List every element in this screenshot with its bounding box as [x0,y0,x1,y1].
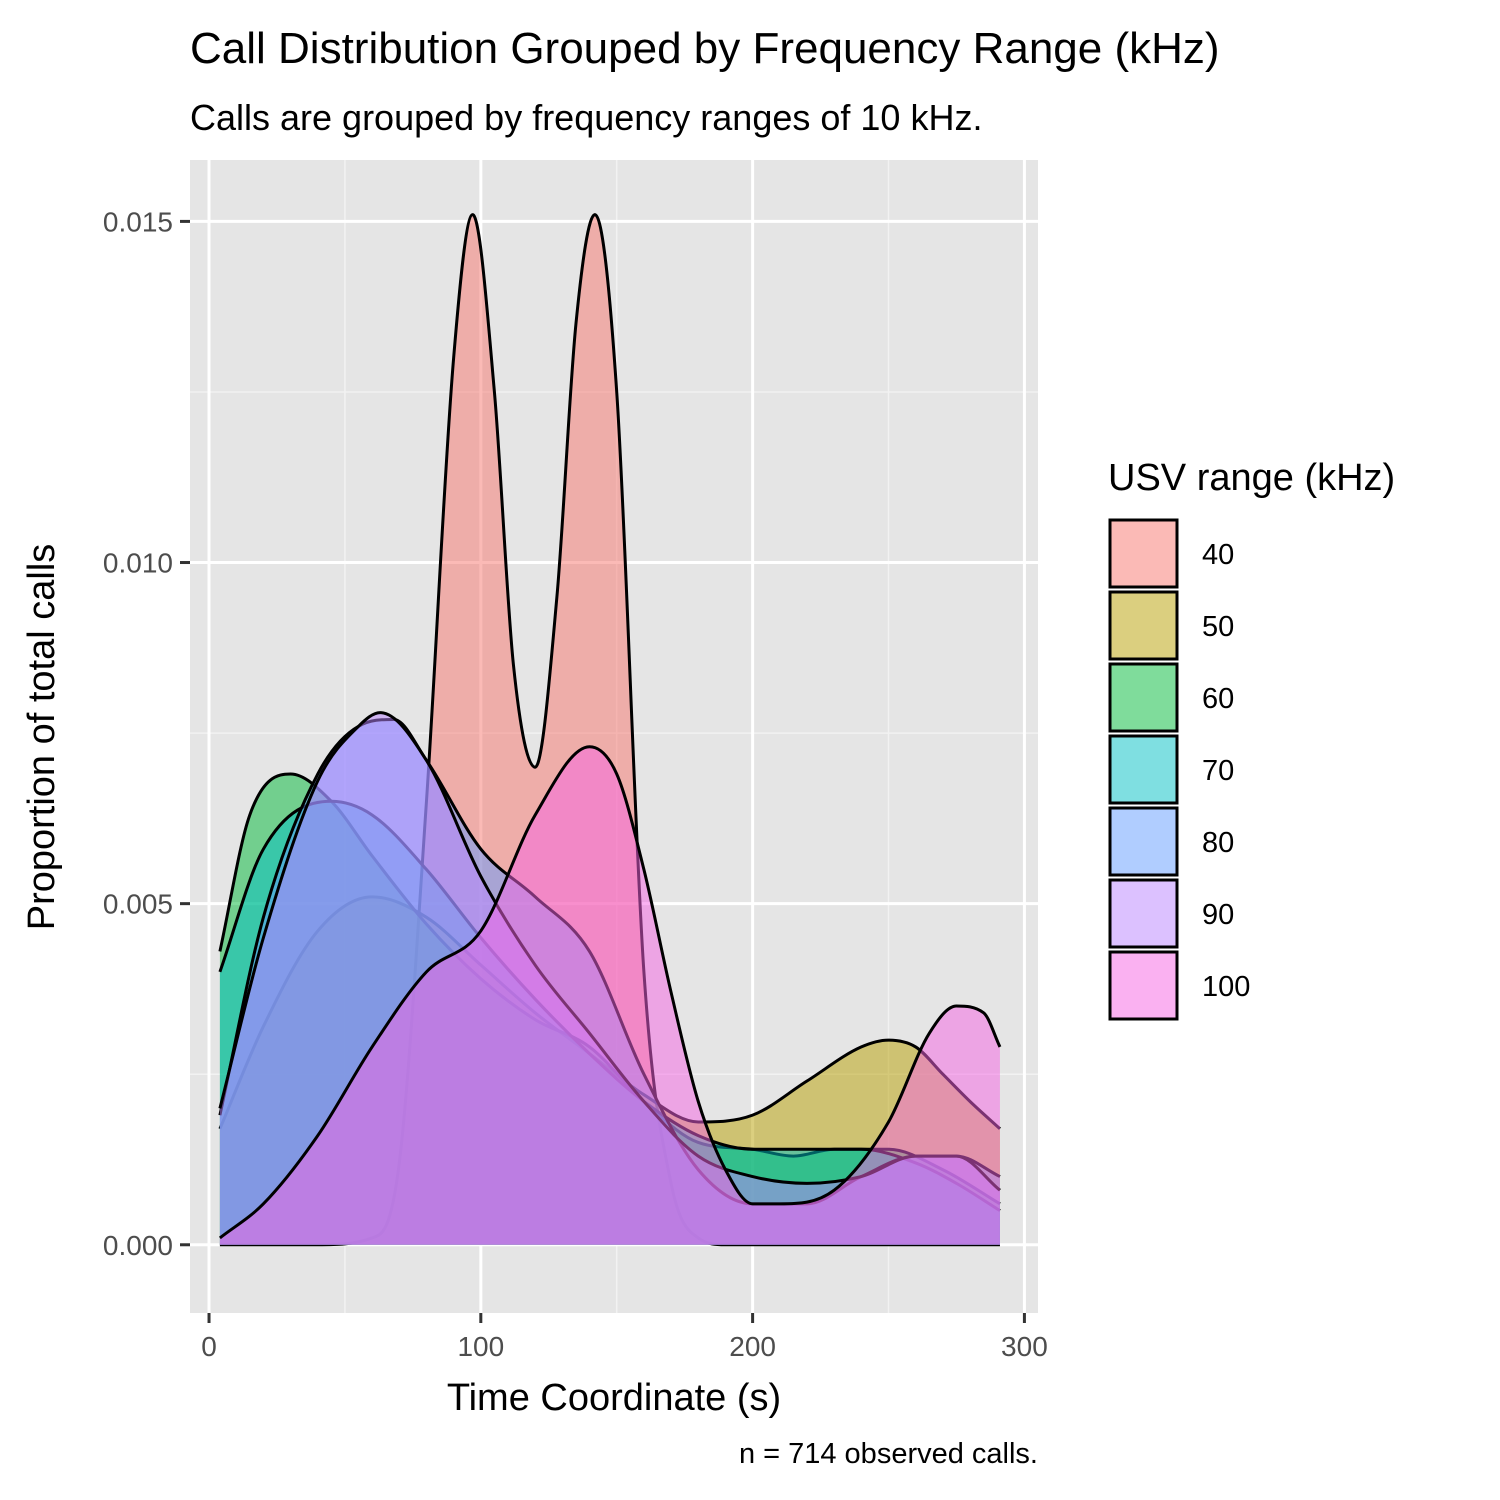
legend: 40 50 60 70 80 90 100 [1108,518,1250,1021]
legend-title: USV range (kHz) [1108,457,1395,499]
legend-label-90: 90 [1202,899,1234,931]
chart-title: Call Distribution Grouped by Frequency R… [190,24,1220,73]
x-tick-label: 300 [1001,1331,1048,1362]
y-tick-label: 0.015 [103,206,173,237]
legend-label-40: 40 [1202,539,1234,571]
density-areas [218,213,1002,1247]
legend-key-90 [1108,878,1179,949]
legend-label-80: 80 [1202,827,1234,859]
legend-label-100: 100 [1202,971,1250,1003]
legend-label-50: 50 [1202,611,1234,643]
x-tick-label: 0 [201,1331,217,1362]
legend-key-80 [1108,806,1179,877]
y-axis-title: Proportion of total calls [21,544,63,931]
y-tick-label: 0.000 [103,1230,173,1261]
x-tick-label: 200 [729,1331,776,1362]
chart-caption: n = 714 observed calls. [739,1438,1038,1470]
x-tick-label: 100 [457,1331,504,1362]
chart-subtitle: Calls are grouped by frequency ranges of… [190,97,982,138]
legend-label-60: 60 [1202,683,1234,715]
legend-key-50 [1108,590,1179,661]
legend-key-70 [1108,734,1179,805]
legend-label-70: 70 [1202,755,1234,787]
legend-key-60 [1108,662,1179,733]
legend-key-100 [1108,950,1179,1021]
y-tick-label: 0.010 [103,548,173,579]
y-tick-label: 0.005 [103,889,173,920]
density-area-100 [219,746,1000,1245]
x-axis-title: Time Coordinate (s) [447,1377,781,1419]
density-outline-100 [218,745,1002,1240]
axes: 0 100 200 300 0.000 0.005 0.010 0.015 [103,206,1048,1362]
legend-key-40 [1108,518,1179,589]
